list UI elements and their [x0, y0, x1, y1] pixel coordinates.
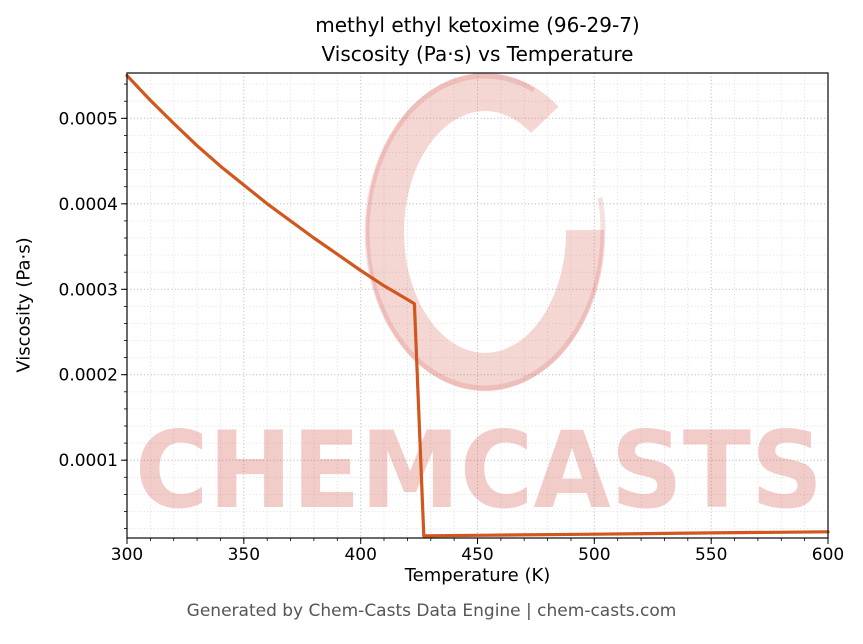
watermark: CHEMCASTS	[135, 73, 823, 532]
footer-credit: Generated by Chem-Casts Data Engine | ch…	[186, 601, 677, 621]
watermark-ring-icon	[366, 73, 604, 391]
svg-text:0.0003: 0.0003	[59, 280, 118, 300]
svg-text:0.0005: 0.0005	[59, 109, 118, 129]
svg-text:450: 450	[461, 545, 493, 565]
svg-text:400: 400	[344, 545, 376, 565]
grid-major	[126, 73, 829, 538]
x-tick-labels: 300 350 400 450 500 550 600	[111, 545, 844, 565]
chart-title: methyl ethyl ketoxime (96-29-7) Viscosit…	[127, 11, 828, 69]
watermark-ring-outline-icon	[364, 73, 606, 391]
watermark-text: CHEMCASTS	[135, 409, 823, 532]
axis-ticks	[121, 83, 829, 544]
y-tick-labels: 0.0001 0.0002 0.0003 0.0004 0.0005	[59, 109, 118, 471]
svg-text:500: 500	[578, 545, 610, 565]
x-axis-label: Temperature (K)	[404, 565, 551, 586]
svg-text:600: 600	[812, 545, 844, 565]
svg-text:0.0002: 0.0002	[59, 366, 118, 386]
chart-title-line1: methyl ethyl ketoxime (96-29-7)	[315, 13, 640, 37]
svg-text:0.0001: 0.0001	[59, 451, 118, 471]
svg-text:300: 300	[111, 545, 143, 565]
y-axis-label: Viscosity (Pa·s)	[13, 237, 35, 373]
svg-text:550: 550	[695, 545, 727, 565]
chart-title-line2: Viscosity (Pa·s) vs Temperature	[321, 42, 634, 66]
svg-text:350: 350	[228, 545, 260, 565]
viscosity-curve	[125, 73, 830, 538]
svg-text:0.0004: 0.0004	[59, 195, 118, 215]
